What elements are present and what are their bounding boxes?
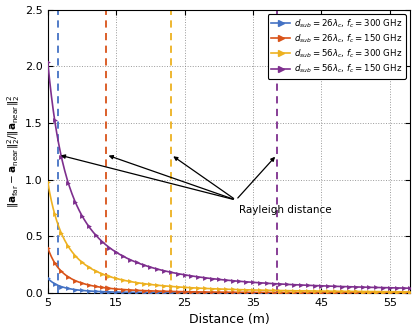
Legend: $d_{sub} = 26\lambda_c,\, f_c = 300$ GHz, $d_{sub} = 26\lambda_c,\, f_c = 150$ G: $d_{sub} = 26\lambda_c,\, f_c = 300$ GHz…: [267, 14, 406, 78]
Y-axis label: $\|\mathbf{a}_{\mathrm{far}} - \mathbf{a}_{\mathrm{near}}\|_2^2 / \|\mathbf{a}_{: $\|\mathbf{a}_{\mathrm{far}} - \mathbf{a…: [5, 95, 22, 208]
Text: Rayleigh distance: Rayleigh distance: [239, 205, 332, 214]
X-axis label: Distance (m): Distance (m): [189, 313, 270, 326]
